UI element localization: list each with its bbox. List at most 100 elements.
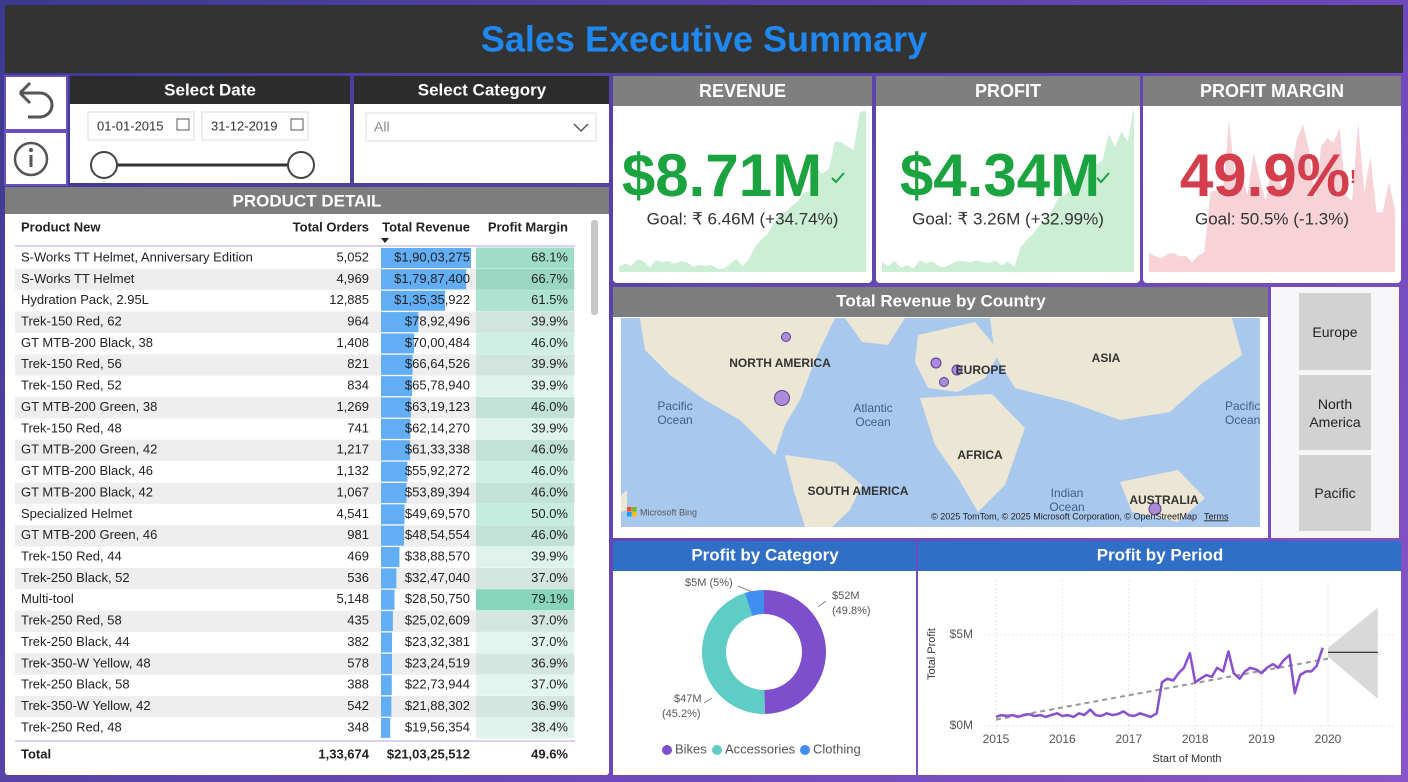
map-bubble[interactable] (781, 332, 791, 342)
map-terms[interactable]: Terms (1204, 511, 1229, 521)
region-button[interactable]: North America (1299, 375, 1371, 450)
revenue-label: $49,69,570 (405, 506, 470, 521)
kpi-goal: Goal: 50.5% (-1.3%) (1195, 209, 1349, 228)
land (920, 394, 1025, 512)
product-name: Trek-350-W Yellow, 48 (21, 655, 151, 670)
date-input[interactable] (201, 111, 309, 141)
row-background (15, 696, 575, 718)
panel-title: Total Revenue by Country (836, 291, 1046, 310)
back-button[interactable] (4, 75, 68, 131)
margin-cell (476, 482, 574, 504)
order-count: 5,052 (336, 249, 369, 264)
land (785, 455, 862, 527)
x-tick-label: 2020 (1315, 732, 1342, 746)
revenue-label: $21,88,302 (405, 698, 470, 713)
data-label: (45.2%) (662, 708, 701, 720)
kpi-goal: Goal: ₹ 3.26M (+32.99%) (912, 209, 1104, 228)
product-name: Specialized Helmet (21, 506, 133, 521)
order-count: 741 (347, 420, 369, 435)
order-count: 4,969 (336, 271, 369, 286)
total-cell: 49.6% (531, 746, 568, 761)
total-cell: Total (21, 746, 51, 761)
product-name: GT MTB-200 Black, 38 (21, 335, 153, 350)
revenue-label: $19,56,354 (405, 719, 470, 734)
map-land (621, 318, 1242, 527)
ocean-label: Atlantic Ocean (853, 401, 893, 429)
kpi-title: PROFIT (975, 81, 1041, 101)
revenue-bar (381, 589, 395, 610)
order-count: 821 (347, 356, 369, 371)
order-count: 388 (347, 677, 369, 692)
margin-label: 36.9% (531, 655, 568, 670)
date-input[interactable] (87, 111, 195, 141)
slider-handle[interactable] (287, 151, 315, 179)
order-count: 1,067 (336, 484, 369, 499)
region-button[interactable]: Europe (1299, 293, 1371, 370)
land (640, 318, 835, 455)
margin-cell (476, 268, 574, 290)
order-count: 12,885 (329, 292, 369, 307)
bing-logo (627, 512, 632, 517)
kpi-goal: Goal: ₹ 6.46M (+34.74%) (647, 209, 839, 228)
product-name: Trek-250 Red, 48 (21, 719, 122, 734)
revenue-label: $70,00,484 (405, 335, 470, 350)
order-count: 5,148 (336, 591, 369, 606)
revenue-bar (381, 461, 408, 482)
revenue-bar (381, 504, 405, 525)
land (990, 318, 1242, 420)
column-header: Total Revenue (382, 219, 470, 234)
revenue-label: $78,92,496 (405, 314, 470, 329)
margin-label: 46.0% (531, 399, 568, 414)
leader-line (737, 585, 753, 593)
data-label: $52M (832, 590, 860, 602)
bing-logo (632, 512, 637, 517)
kpi-value: $4.34M (900, 142, 1100, 209)
bing-logo (632, 507, 637, 512)
region-button[interactable]: Pacific (1299, 455, 1371, 531)
margin-label: 37.0% (531, 613, 568, 628)
y-axis-title: Total Profit (926, 628, 938, 680)
product-name: Trek-350-W Yellow, 42 (21, 698, 151, 713)
revenue-bar (381, 440, 411, 461)
margin-label: 46.0% (531, 527, 568, 542)
product-name: S-Works TT Helmet, Anniversary Edition (21, 249, 253, 264)
kpi-flag: ! (1350, 167, 1356, 187)
product-name: Trek-150 Red, 62 (21, 314, 122, 329)
trend-line (995, 657, 1329, 721)
x-tick-label: 2017 (1115, 732, 1142, 746)
revenue-bar (381, 312, 419, 333)
x-axis-title: Start of Month (1152, 753, 1221, 765)
map-bubble[interactable] (774, 390, 790, 406)
scrollbar[interactable] (591, 220, 598, 315)
order-count: 964 (347, 314, 369, 329)
panel-header (613, 541, 916, 571)
revenue-label: $23,24,519 (405, 655, 470, 670)
margin-label: 36.9% (531, 698, 568, 713)
info-icon (29, 148, 33, 152)
map-provider: Microsoft Bing (640, 507, 697, 517)
margin-label: 37.0% (531, 677, 568, 692)
kpi-check (831, 172, 845, 184)
revenue-label: $1,79,87,400 (394, 271, 470, 286)
slider-handle[interactable] (90, 151, 118, 179)
map-bubble[interactable] (930, 357, 942, 369)
legend-label: Bikes (675, 741, 707, 756)
row-background (15, 525, 575, 547)
margin-cell (476, 567, 574, 589)
map-bubble[interactable] (951, 364, 963, 376)
y-tick-label: $0M (950, 718, 973, 732)
legend-marker (662, 745, 672, 755)
row-background (15, 397, 575, 419)
category-dropdown[interactable] (365, 112, 597, 142)
revenue-bar (381, 525, 404, 546)
order-count: 435 (347, 613, 369, 628)
legend-label: Clothing (813, 741, 861, 756)
map-bubble[interactable] (939, 377, 949, 387)
kpi-sparkline (1149, 119, 1395, 272)
map-bubble[interactable] (1148, 502, 1162, 516)
legend-marker (800, 745, 810, 755)
margin-cell (476, 461, 574, 483)
map-attribution: © 2025 TomTom, © 2025 Microsoft Corporat… (931, 511, 1197, 521)
panel-title: Profit by Category (691, 545, 839, 564)
kpi-value: 49.9% (1180, 142, 1350, 209)
